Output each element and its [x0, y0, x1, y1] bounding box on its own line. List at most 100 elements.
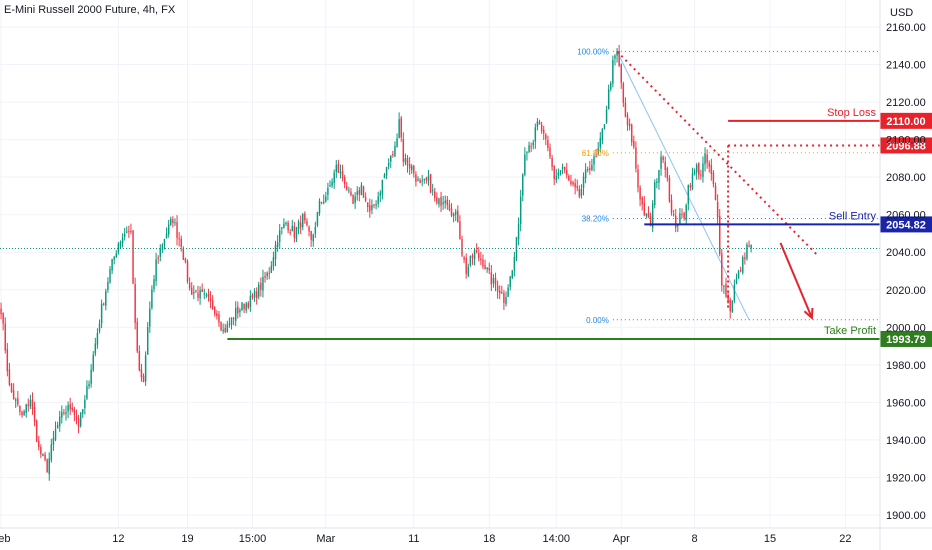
candle-body — [406, 158, 409, 166]
candle-body — [394, 146, 396, 157]
price-label-box — [880, 137, 932, 154]
candle-body — [73, 409, 76, 415]
candle-body — [607, 89, 610, 110]
candle-body — [574, 183, 576, 188]
candle-body — [333, 172, 335, 183]
price-label: 1993.79 — [886, 334, 926, 346]
candle-body — [4, 323, 6, 351]
candle-body — [331, 181, 333, 186]
candle-body — [325, 196, 327, 202]
y-tick-label: 1940.00 — [886, 435, 926, 447]
candle-body — [31, 399, 34, 409]
candle-body — [488, 268, 490, 271]
candle-body — [601, 128, 604, 141]
candle-body — [320, 202, 323, 204]
candle-body — [222, 329, 224, 332]
candle-body — [473, 250, 476, 260]
candle-body — [243, 303, 245, 310]
candle-body — [739, 270, 742, 272]
candle-body — [398, 119, 400, 139]
candle-body — [400, 117, 402, 138]
candle-body — [637, 169, 639, 188]
candle-body — [392, 154, 394, 156]
candle-body — [245, 303, 247, 311]
candle-body — [442, 202, 444, 205]
candle-body — [559, 170, 562, 173]
candle-body — [140, 368, 143, 378]
candle-body — [302, 214, 304, 228]
candle-body — [547, 139, 549, 148]
candle-body — [230, 317, 233, 325]
candle-body — [672, 214, 675, 216]
candle-body — [396, 138, 398, 147]
candle-body — [25, 404, 27, 413]
candle-body — [612, 59, 614, 84]
candle-body — [593, 156, 595, 165]
candle-body — [291, 225, 294, 232]
price-label-box — [880, 216, 932, 233]
candle-body — [79, 412, 82, 426]
y-tick-label: 2040.00 — [886, 247, 926, 259]
candle-body — [335, 165, 338, 172]
candle-body — [23, 411, 25, 416]
candle-body — [431, 190, 434, 192]
x-tick-label: Apr — [613, 533, 630, 545]
candle-body — [316, 212, 319, 226]
candle-body — [297, 221, 300, 230]
candle-body — [115, 253, 118, 258]
y-tick-label: 2080.00 — [886, 172, 926, 184]
candle-body — [524, 154, 526, 175]
price-label: 2110.00 — [886, 116, 925, 128]
candle-body — [285, 222, 287, 224]
candle-body — [555, 175, 558, 181]
candle-body — [718, 215, 721, 254]
candle-body — [448, 204, 451, 210]
arrow-line — [779, 242, 813, 319]
candle-body — [159, 248, 162, 257]
candle-body — [589, 168, 591, 171]
candle-body — [138, 351, 141, 371]
candle-body — [8, 369, 11, 385]
candle-body — [534, 127, 537, 142]
candle-body — [737, 271, 740, 278]
candle-body — [352, 194, 354, 204]
candle-body — [136, 321, 138, 352]
candle-body — [576, 186, 578, 189]
candle-body — [733, 284, 736, 301]
candle-body — [71, 407, 74, 411]
candle-body — [402, 139, 405, 162]
candle-body — [446, 199, 449, 206]
candle-body — [295, 227, 298, 239]
candle-body — [727, 294, 729, 301]
candle-body — [744, 257, 746, 260]
candle-body — [419, 180, 421, 183]
candle-body — [423, 179, 426, 181]
x-tick-label: 22 — [839, 533, 851, 545]
candle-body — [165, 233, 168, 239]
candle-body — [505, 296, 507, 305]
x-tick-label: 12 — [112, 533, 124, 545]
candle-body — [434, 191, 436, 199]
candle-body — [144, 355, 147, 382]
candle-body — [503, 293, 505, 303]
y-tick-label: 1980.00 — [886, 360, 926, 372]
candle-body — [645, 213, 648, 216]
candle-body — [21, 411, 23, 416]
fib-level-label: 100.00% — [577, 47, 609, 56]
y-tick-label: 2020.00 — [886, 285, 926, 297]
candle-body — [299, 222, 302, 228]
candle-body — [687, 185, 690, 204]
candle-body — [77, 418, 80, 428]
candle-body — [387, 163, 390, 167]
candle-body — [253, 291, 256, 298]
candle-body — [438, 198, 440, 205]
candle-body — [90, 369, 92, 384]
candle-body — [205, 294, 208, 296]
candle-body — [119, 241, 122, 246]
candle-body — [88, 383, 90, 387]
candle-body — [480, 258, 482, 261]
candle-body — [557, 172, 560, 176]
candle-body — [478, 253, 480, 259]
candle-body — [549, 147, 551, 157]
